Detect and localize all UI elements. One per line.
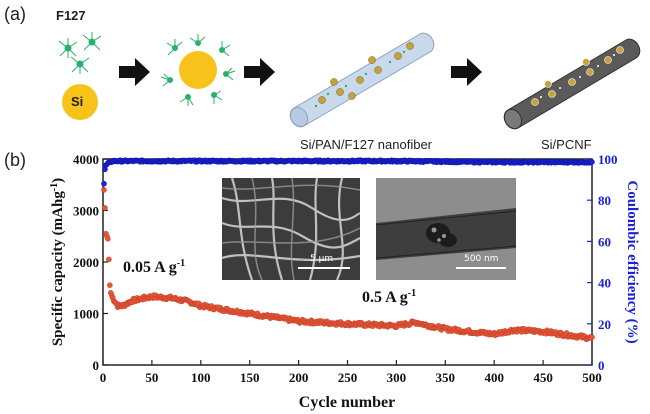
- f127-label: F127: [56, 8, 86, 23]
- y-right-axis-ticks: 0 20 40 60 80 100: [587, 152, 618, 373]
- x-tick-label: 150: [240, 370, 260, 385]
- y-right-tick-label: 100: [598, 152, 618, 167]
- arrow-right-icon: [451, 58, 482, 86]
- y-left-tick-label: 3000: [73, 204, 99, 219]
- capacity-point: [589, 334, 595, 341]
- y-right-tick-label: 0: [598, 358, 605, 373]
- si-particle-icon: [62, 84, 98, 120]
- y-left-tick-label: 2000: [73, 255, 99, 270]
- panel-a-label: (a): [4, 4, 26, 24]
- si-with-f127-icon: [160, 34, 236, 106]
- x-tick-label: 300: [387, 370, 407, 385]
- sem-scale-bar: [298, 267, 350, 269]
- x-tick-label: 200: [289, 370, 309, 385]
- coulombic-efficiency-series: [101, 157, 595, 187]
- si-pan-f127-nanofiber-icon: [289, 32, 435, 128]
- y-left-tick-label: 1000: [73, 307, 99, 322]
- capacity-series: [101, 187, 595, 342]
- x-tick-label: 500: [582, 370, 602, 385]
- capacity-point: [106, 256, 112, 263]
- capacity-point: [107, 282, 113, 288]
- fiber2-caption: Si/PCNF: [541, 137, 592, 152]
- si-label: Si: [71, 94, 84, 109]
- y-right-tick-label: 40: [598, 276, 611, 291]
- x-tick-label: 50: [145, 370, 158, 385]
- panel-a-schematic: [58, 32, 641, 130]
- annotation-low-rate: 0.05 A g-1: [123, 258, 185, 276]
- y-right-tick-label: 80: [598, 193, 611, 208]
- efficiency-point: [101, 180, 107, 187]
- si-pcnf-fiber-icon: [503, 38, 641, 130]
- capacity-point: [102, 205, 108, 211]
- x-tick-label: 0: [100, 370, 107, 385]
- panel-b-label: (b): [4, 150, 26, 170]
- f127-micelle-group: [58, 32, 102, 74]
- y-right-axis-label: Coulombic efficiency (%): [624, 180, 640, 343]
- x-axis-ticks: 0 50 100 150 200 250 300 350 400 450 500: [100, 360, 602, 385]
- arrow-right-icon: [119, 58, 150, 86]
- tem-scale-label: 500 nm: [464, 254, 499, 264]
- y-left-tick-label: 0: [93, 358, 100, 373]
- tem-scale-bar: [456, 267, 506, 269]
- efficiency-point: [589, 159, 595, 165]
- sem-scale-label: 5 μm: [310, 254, 334, 264]
- y-left-axis-label: Specific capacity (mAhg-1): [49, 178, 66, 346]
- x-tick-label: 250: [338, 370, 358, 385]
- y-left-axis-ticks: 0 1000 2000 3000 4000: [73, 152, 108, 373]
- y-right-tick-label: 20: [598, 317, 611, 332]
- sem-inset-image: 5 μm: [222, 178, 360, 280]
- y-right-tick-label: 60: [598, 234, 611, 249]
- annotation-high-rate: 0.5 A g-1: [362, 288, 416, 306]
- arrow-right-icon: [244, 58, 275, 86]
- x-axis-label: Cycle number: [299, 394, 395, 411]
- x-tick-label: 400: [484, 370, 504, 385]
- x-tick-label: 350: [436, 370, 456, 385]
- capacity-point: [105, 236, 111, 242]
- x-tick-label: 100: [191, 370, 211, 385]
- capacity-point: [101, 187, 107, 193]
- tem-inset-image: 500 nm: [376, 178, 516, 280]
- y-left-tick-label: 4000: [73, 152, 99, 167]
- fiber1-caption: Si/PAN/F127 nanofiber: [300, 137, 432, 152]
- x-tick-label: 450: [533, 370, 553, 385]
